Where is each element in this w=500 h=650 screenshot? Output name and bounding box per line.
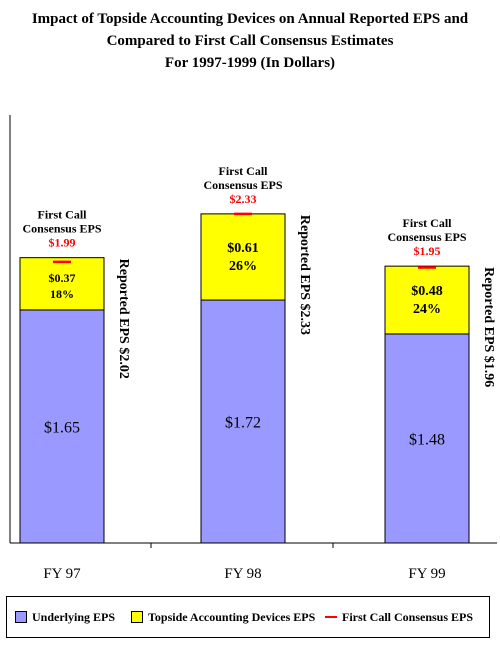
legend-swatch-topside: [131, 611, 143, 623]
consensus-caption-line1-1: First Call: [38, 208, 88, 222]
chart-title-line-1: Impact of Topside Accounting Devices on …: [31, 11, 469, 27]
legend-item-underlying: Underlying EPS: [15, 610, 115, 624]
bar-topside-percent-label-3: 24%: [413, 302, 441, 317]
consensus-caption-line2-3: Consensus EPS: [387, 230, 466, 244]
x-tick-label-3: FY 99: [408, 566, 445, 582]
bar-underlying-label-1: $1.65: [44, 419, 80, 436]
bar-topside-value-label-3: $0.48: [411, 284, 443, 299]
reported-eps-label-2: Reported EPS $2.33: [297, 215, 312, 335]
chart-title-line-2: Compared to First Call Consensus Estimat…: [106, 33, 394, 49]
bar-topside-value-label-2: $0.61: [227, 241, 259, 256]
bar-underlying-1: [19, 309, 105, 544]
legend-label-topside: Topside Accounting Devices EPS: [148, 609, 316, 624]
consensus-value-label-1: $1.99: [49, 236, 76, 250]
bar-topside-2: [200, 213, 286, 301]
legend-item-topside: Topside Accounting Devices EPS: [131, 610, 315, 624]
bar-underlying-label-2: $1.72: [225, 415, 261, 432]
bar-topside-percent-label-2: 26%: [229, 259, 257, 274]
reported-eps-label-3: Reported EPS $1.96: [481, 267, 496, 387]
legend-swatch-underlying: [15, 611, 27, 623]
bar-topside-percent-label-1: 18%: [50, 287, 74, 301]
legend-line-consensus: [325, 616, 337, 618]
legend: Underlying EPS Topside Accounting Device…: [6, 596, 490, 638]
consensus-caption-line2-1: Consensus EPS: [22, 222, 101, 236]
reported-eps-label-1: Reported EPS $2.02: [116, 259, 131, 379]
x-tick-label-2: FY 98: [224, 566, 261, 582]
consensus-caption-line2-2: Consensus EPS: [203, 178, 282, 192]
legend-item-consensus: First Call Consensus EPS: [325, 610, 473, 624]
consensus-value-label-2: $2.33: [230, 192, 257, 206]
consensus-value-label-3: $1.95: [414, 244, 441, 258]
chart-title-line-3: For 1997-1999 (In Dollars): [164, 55, 336, 71]
bar-underlying-2: [200, 299, 286, 544]
bar-underlying-label-3: $1.48: [409, 431, 445, 448]
bar-topside-3: [384, 265, 470, 335]
consensus-caption-line1-2: First Call: [219, 164, 269, 178]
x-tick-label-1: FY 97: [43, 566, 81, 582]
legend-label-underlying: Underlying EPS: [32, 609, 116, 624]
legend-label-consensus: First Call Consensus EPS: [342, 609, 474, 624]
bar-topside-1: [19, 257, 105, 311]
bar-underlying-3: [384, 333, 470, 544]
bar-topside-value-label-1: $0.37: [49, 271, 76, 285]
consensus-caption-line1-3: First Call: [403, 216, 453, 230]
